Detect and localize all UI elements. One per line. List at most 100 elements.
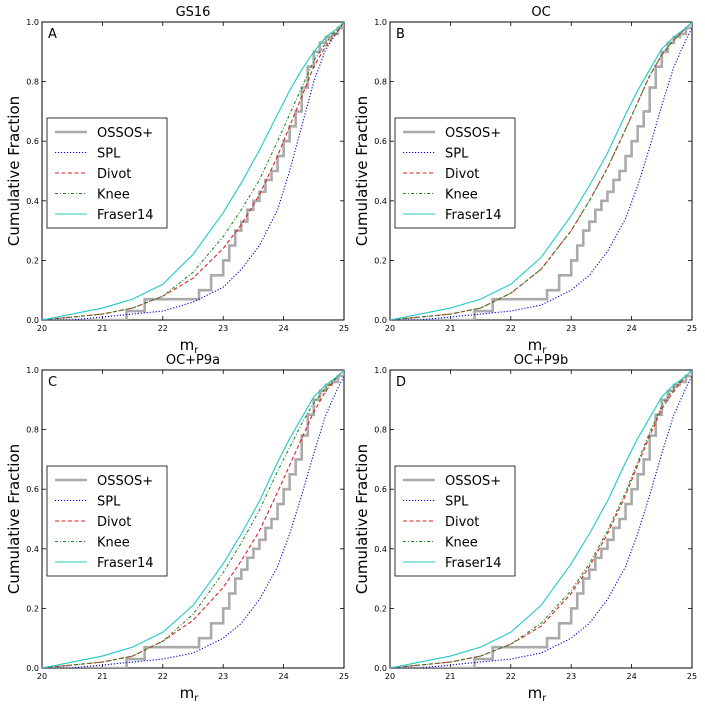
legend: OSSOS+ SPL Divot Knee Fraser14: [394, 117, 516, 229]
y-tick-label: 0.8: [26, 426, 39, 435]
legend-label: Divot: [97, 167, 131, 182]
x-tick-label: 24: [279, 324, 289, 333]
legend-label: Knee: [97, 536, 130, 551]
x-axis-label-subscript: r: [194, 345, 199, 356]
x-axis-label-main: m: [180, 684, 195, 702]
x-tick-label: 23: [566, 672, 576, 681]
series-line-knee: [42, 22, 344, 320]
legend-label: Divot: [97, 515, 131, 530]
x-tick-label: 24: [279, 672, 289, 681]
legend-label: SPL: [97, 495, 121, 510]
x-tick-label: 21: [445, 324, 455, 333]
x-tick-label: 24: [627, 672, 637, 681]
chart-panel-b: 20 21 22 23 24 25 0.0 0.2 0.4 0.6 0.8 1.0 OC Bmr Cumul…: [353, 5, 697, 356]
x-tick-label: 21: [97, 324, 107, 333]
series-line-spl: [42, 375, 344, 668]
legend-label: Divot: [445, 167, 479, 182]
legend-label: OSSOS+: [97, 474, 153, 489]
y-tick-label: 0.6: [26, 485, 39, 494]
y-tick-label: 0.8: [374, 78, 387, 87]
series-line-fraser14: [42, 370, 344, 668]
legend-box: [46, 465, 168, 577]
y-tick-label: 0.2: [374, 256, 387, 265]
series-group: [390, 370, 692, 668]
legend: OSSOS+ SPL Divot Knee Fraser14: [394, 465, 516, 577]
legend-label: SPL: [97, 147, 121, 162]
x-tick-label: 25: [687, 672, 697, 681]
series-line-spl: [42, 22, 344, 320]
panel-title: OC+P9b: [514, 353, 569, 368]
legend-label: SPL: [445, 495, 469, 510]
x-tick-label: 25: [687, 324, 697, 333]
y-tick-label: 1.0: [374, 366, 387, 375]
y-tick-label: 0.4: [26, 197, 39, 206]
y-tick-label: 0.0: [26, 316, 39, 325]
x-tick-label: 24: [627, 324, 637, 333]
legend: OSSOS+ SPL Divot Knee Fraser14: [46, 117, 168, 229]
y-tick-label: 0.6: [26, 137, 39, 146]
x-axis-label-subscript: r: [194, 693, 199, 704]
panel-letter: C: [48, 375, 57, 390]
y-tick-label: 0.2: [26, 604, 39, 613]
x-tick-label: 20: [385, 672, 395, 681]
y-tick-label: 0.4: [374, 545, 387, 554]
y-tick-label: 0.6: [374, 137, 387, 146]
panel-letter: B: [396, 27, 405, 42]
x-tick-label: 22: [158, 324, 168, 333]
x-tick-label: 22: [158, 672, 168, 681]
y-tick-label: 0.0: [374, 664, 387, 673]
y-tick-label: 0.0: [26, 664, 39, 673]
y-tick-label: 1.0: [26, 18, 39, 27]
series-line-ossos-: [390, 22, 692, 320]
legend-label: Knee: [445, 536, 478, 551]
x-tick-label: 20: [37, 672, 47, 681]
y-axis-label: Cumulative Fraction: [353, 96, 371, 246]
series-line-ossos-: [390, 370, 692, 668]
series-group: [42, 370, 344, 668]
legend-label: Knee: [445, 188, 478, 203]
legend-label: Fraser14: [97, 208, 154, 223]
x-tick-label: 25: [339, 672, 349, 681]
y-tick-label: 0.4: [374, 197, 387, 206]
legend-label: OSSOS+: [445, 126, 501, 141]
series-line-divot: [42, 22, 344, 320]
series-group: [390, 22, 692, 320]
legend-box: [394, 117, 516, 229]
y-axis-label: Cumulative Fraction: [5, 444, 23, 594]
x-tick-label: 20: [385, 324, 395, 333]
x-tick-label: 21: [445, 672, 455, 681]
panel-title: OC+P9a: [166, 353, 220, 368]
y-tick-label: 1.0: [374, 18, 387, 27]
x-axis-label-subscript: r: [542, 693, 547, 704]
x-tick-label: 22: [506, 324, 516, 333]
series-line-divot: [390, 370, 692, 668]
x-axis-label-main: m: [528, 684, 543, 702]
series-line-knee: [390, 22, 692, 320]
x-tick-label: 23: [566, 324, 576, 333]
y-tick-label: 0.0: [374, 316, 387, 325]
legend-label: Fraser14: [445, 208, 502, 223]
series-line-fraser14: [390, 22, 692, 320]
series-line-ossos-: [42, 370, 344, 668]
legend: OSSOS+ SPL Divot Knee Fraser14: [46, 465, 168, 577]
y-axis-label: Cumulative Fraction: [5, 96, 23, 246]
x-tick-label: 23: [218, 672, 228, 681]
series-line-knee: [390, 370, 692, 668]
series-group: [42, 22, 344, 320]
legend-label: Knee: [97, 188, 130, 203]
y-tick-label: 0.8: [374, 426, 387, 435]
x-tick-label: 22: [506, 672, 516, 681]
series-line-ossos-: [42, 22, 344, 320]
x-axis-label-main: m: [528, 336, 543, 354]
series-line-spl: [390, 27, 692, 320]
x-axis-label: mr: [180, 336, 200, 356]
x-tick-label: 20: [37, 324, 47, 333]
y-axis-label: Cumulative Fraction: [353, 444, 371, 594]
y-tick-label: 0.6: [374, 485, 387, 494]
x-axis-label: mr: [180, 684, 200, 704]
panel-letter: D: [396, 375, 406, 390]
x-axis-label-subscript: r: [542, 345, 547, 356]
x-axis-label-main: m: [180, 336, 195, 354]
legend-label: Fraser14: [445, 556, 502, 571]
